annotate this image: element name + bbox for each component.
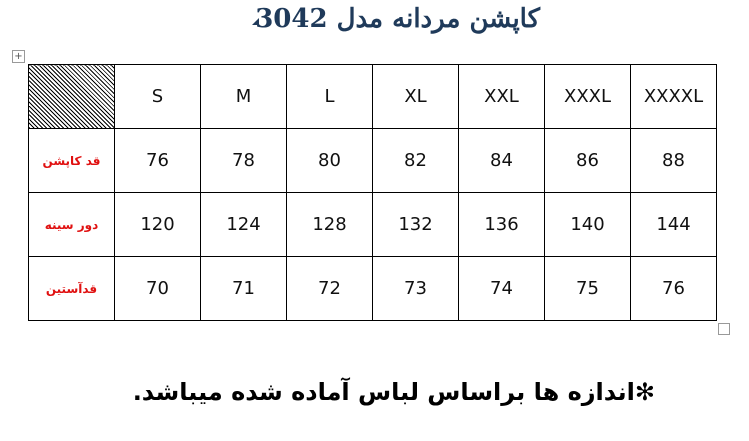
table-cell: 70	[114, 256, 201, 321]
table-row: قد کاپشن 76 78 80 82 84 86 88	[28, 128, 717, 193]
size-header: XL	[372, 64, 459, 129]
table-cell: 71	[200, 256, 287, 321]
page-title: کاپشن مردانه مدل 3042	[255, 4, 540, 34]
table-cell: 124	[200, 192, 287, 257]
hatched-corner-cell	[28, 64, 115, 129]
table-cell: 88	[630, 128, 717, 193]
table-cell: 73	[372, 256, 459, 321]
table-cell: 132	[372, 192, 459, 257]
size-header: XXXL	[544, 64, 631, 129]
table-row: قدآستین 70 71 72 73 74 75 76	[28, 256, 717, 321]
table-cell: 120	[114, 192, 201, 257]
size-header: XXXXL	[630, 64, 717, 129]
row-label: دور سینه	[28, 192, 115, 257]
table-header-row: S M L XL XXL XXXL XXXXL	[28, 64, 717, 129]
table-cell: 75	[544, 256, 631, 321]
paragraph-mark-icon	[252, 18, 259, 25]
row-label: قدآستین	[28, 256, 115, 321]
table-move-icon[interactable]: +	[12, 50, 25, 63]
row-label: قد کاپشن	[28, 128, 115, 193]
table-cell: 86	[544, 128, 631, 193]
table-row: دور سینه 120 124 128 132 136 140 144	[28, 192, 717, 257]
size-header: L	[286, 64, 373, 129]
table-cell: 72	[286, 256, 373, 321]
size-header: S	[114, 64, 201, 129]
table-cell: 128	[286, 192, 373, 257]
table-cell: 144	[630, 192, 717, 257]
table-cell: 140	[544, 192, 631, 257]
table-resize-icon[interactable]	[718, 323, 730, 335]
table-cell: 78	[200, 128, 287, 193]
table-cell: 76	[630, 256, 717, 321]
table-cell: 136	[458, 192, 545, 257]
size-table: S M L XL XXL XXXL XXXXL قد کاپشن 76 78 8…	[28, 64, 717, 321]
table-cell: 84	[458, 128, 545, 193]
footer-note: ✻اندازه ها براساس لباس آماده شده میباشد.	[132, 378, 655, 406]
table-cell: 82	[372, 128, 459, 193]
table-cell: 80	[286, 128, 373, 193]
size-header: M	[200, 64, 287, 129]
size-header: XXL	[458, 64, 545, 129]
table-cell: 74	[458, 256, 545, 321]
table-cell: 76	[114, 128, 201, 193]
